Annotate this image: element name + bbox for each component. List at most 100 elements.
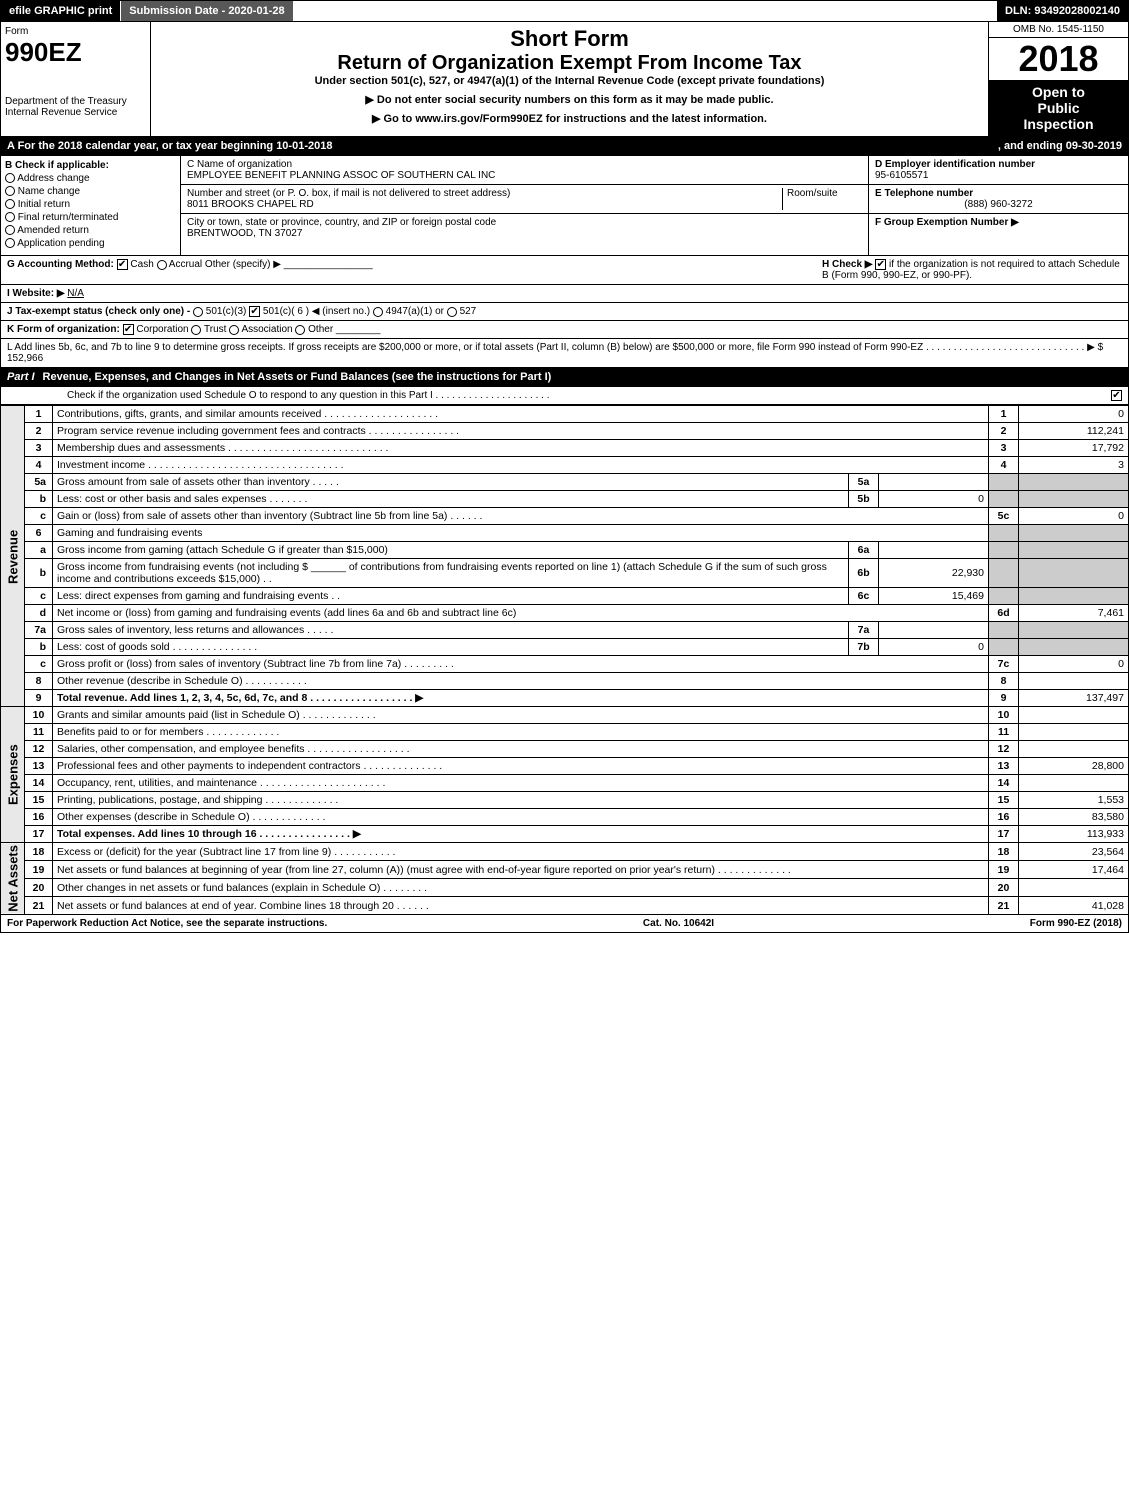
inner-value — [879, 622, 989, 639]
page-footer: For Paperwork Reduction Act Notice, see … — [0, 915, 1129, 933]
row-desc: Gross income from fundraising events (no… — [53, 559, 849, 588]
row-desc: Gross profit or (loss) from sales of inv… — [53, 656, 989, 673]
address-change-option[interactable]: Address change — [5, 173, 176, 184]
other-label: Other (specify) ▶ — [205, 259, 281, 270]
sub-title: Under section 501(c), 527, or 4947(a)(1)… — [155, 75, 984, 87]
table-row: 16 Other expenses (describe in Schedule … — [1, 809, 1129, 826]
table-row: 6 Gaming and fundraising events — [1, 525, 1129, 542]
k-trust: Trust — [204, 324, 226, 335]
row-value: 0 — [1019, 656, 1129, 673]
accrual-radio[interactable] — [157, 260, 167, 270]
part1-check-line: Check if the organization used Schedule … — [0, 387, 1129, 405]
row-box: 20 — [989, 879, 1019, 897]
row-desc: Less: cost or other basis and sales expe… — [53, 491, 849, 508]
j-501c-checkbox[interactable]: ✔ — [249, 306, 260, 317]
row-box: 9 — [989, 690, 1019, 707]
inner-value: 0 — [879, 639, 989, 656]
table-row: 21 Net assets or fund balances at end of… — [1, 897, 1129, 915]
row-value: 113,933 — [1019, 826, 1129, 843]
row-num: 4 — [25, 457, 53, 474]
k-label: K Form of organization: — [7, 324, 120, 335]
h-checkbox[interactable]: ✔ — [875, 259, 886, 270]
city-label: City or town, state or province, country… — [187, 217, 862, 228]
name-change-option[interactable]: Name change — [5, 186, 176, 197]
application-pending-option[interactable]: Application pending — [5, 238, 176, 249]
row-value — [1019, 707, 1129, 724]
k-trust-radio[interactable] — [191, 325, 201, 335]
k-corp: Corporation — [136, 324, 188, 335]
grey-box — [989, 622, 1019, 639]
inner-box: 6a — [849, 542, 879, 559]
row-desc: Gaming and fundraising events — [53, 525, 989, 542]
row-desc: Program service revenue including govern… — [53, 423, 989, 440]
row-box: 1 — [989, 406, 1019, 423]
table-row: Revenue 1 Contributions, gifts, grants, … — [1, 406, 1129, 423]
instruction-ssn: ▶ Do not enter social security numbers o… — [155, 93, 984, 106]
row-desc: Benefits paid to or for members . . . . … — [53, 724, 989, 741]
row-value — [1019, 879, 1129, 897]
row-desc: Gross income from gaming (attach Schedul… — [53, 542, 849, 559]
row-num: a — [25, 542, 53, 559]
row-box: 3 — [989, 440, 1019, 457]
main-title: Return of Organization Exempt From Incom… — [155, 52, 984, 75]
j-501c3-radio[interactable] — [193, 307, 203, 317]
inner-box: 5a — [849, 474, 879, 491]
grey-box — [989, 474, 1019, 491]
inner-value — [879, 474, 989, 491]
grey-box — [989, 491, 1019, 508]
amended-return-option[interactable]: Amended return — [5, 225, 176, 236]
f-label: F Group Exemption Number ▶ — [875, 217, 1019, 228]
row-num: b — [25, 559, 53, 588]
j-4947-radio[interactable] — [373, 307, 383, 317]
row-value: 17,792 — [1019, 440, 1129, 457]
table-row: b Gross income from fundraising events (… — [1, 559, 1129, 588]
initial-return-option[interactable]: Initial return — [5, 199, 176, 210]
cash-checkbox[interactable]: ✔ — [117, 259, 128, 270]
part1-title: Revenue, Expenses, and Changes in Net As… — [43, 371, 1122, 383]
table-row: 2 Program service revenue including gove… — [1, 423, 1129, 440]
organization-column: C Name of organization EMPLOYEE BENEFIT … — [181, 156, 868, 255]
k-assoc-radio[interactable] — [229, 325, 239, 335]
k-other-radio[interactable] — [295, 325, 305, 335]
instruction-link[interactable]: ▶ Go to www.irs.gov/Form990EZ for instru… — [155, 112, 984, 125]
table-row: 14 Occupancy, rent, utilities, and maint… — [1, 775, 1129, 792]
tax-period-bar: A For the 2018 calendar year, or tax yea… — [0, 137, 1129, 156]
form-number: 990EZ — [5, 37, 146, 68]
row-num: 5a — [25, 474, 53, 491]
row-desc: Gross amount from sale of assets other t… — [53, 474, 849, 491]
efile-button[interactable]: efile GRAPHIC print — [1, 1, 121, 21]
row-box: 4 — [989, 457, 1019, 474]
row-value: 17,464 — [1019, 861, 1129, 879]
expenses-side-label: Expenses — [1, 707, 25, 843]
ein-phone-column: D Employer identification number 95-6105… — [868, 156, 1128, 255]
row-num: c — [25, 508, 53, 525]
inner-value — [879, 542, 989, 559]
part1-schedule-o-checkbox[interactable]: ✔ — [1111, 390, 1122, 401]
row-num: 21 — [25, 897, 53, 915]
row-desc: Occupancy, rent, utilities, and maintena… — [53, 775, 989, 792]
j-527-radio[interactable] — [447, 307, 457, 317]
row-value: 3 — [1019, 457, 1129, 474]
k-corp-checkbox[interactable]: ✔ — [123, 324, 134, 335]
row-num: 18 — [25, 843, 53, 861]
part1-check-text: Check if the organization used Schedule … — [7, 390, 1111, 401]
row-desc: Gross sales of inventory, less returns a… — [53, 622, 849, 639]
netassets-side-label: Net Assets — [1, 843, 25, 915]
row-desc: Other changes in net assets or fund bala… — [53, 879, 989, 897]
grey-box — [989, 542, 1019, 559]
table-row: 3 Membership dues and assessments . . . … — [1, 440, 1129, 457]
row-box: 17 — [989, 826, 1019, 843]
form-of-org-line: K Form of organization: ✔ Corporation Tr… — [0, 321, 1129, 339]
inner-box: 7b — [849, 639, 879, 656]
table-row: 12 Salaries, other compensation, and emp… — [1, 741, 1129, 758]
part1-header: Part I Revenue, Expenses, and Changes in… — [0, 368, 1129, 387]
row-box: 7c — [989, 656, 1019, 673]
grey-val — [1019, 542, 1129, 559]
submission-date-button[interactable]: Submission Date - 2020-01-28 — [121, 1, 293, 21]
final-return-option[interactable]: Final return/terminated — [5, 212, 176, 223]
omb-number: OMB No. 1545-1150 — [989, 22, 1128, 38]
row-box: 12 — [989, 741, 1019, 758]
table-row: 15 Printing, publications, postage, and … — [1, 792, 1129, 809]
table-row: 8 Other revenue (describe in Schedule O)… — [1, 673, 1129, 690]
row-num: b — [25, 491, 53, 508]
